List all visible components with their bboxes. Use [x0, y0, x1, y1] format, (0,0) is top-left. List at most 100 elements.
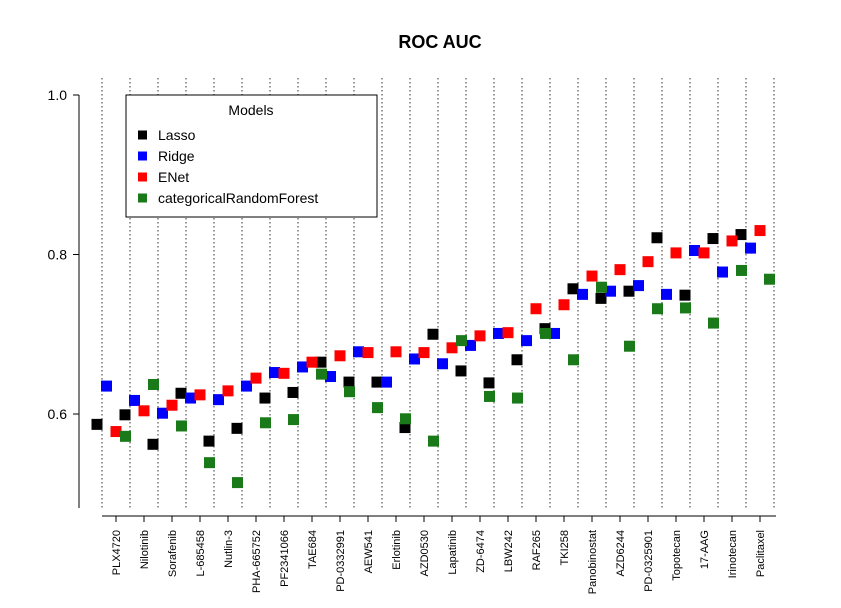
point-enet: [698, 247, 710, 259]
point-categoricalrandomforest: [680, 302, 691, 314]
x-tick-label: L-685458: [195, 530, 207, 577]
point-lasso: [119, 409, 131, 421]
point-enet: [418, 347, 430, 359]
point-lasso: [175, 387, 187, 399]
point-lasso: [259, 392, 271, 404]
point-enet: [222, 385, 234, 397]
point-ridge: [605, 285, 616, 297]
point-categoricalrandomforest: [428, 435, 439, 447]
point-ridge: [157, 407, 168, 419]
point-lasso: [511, 354, 523, 366]
point-categoricalrandomforest: [764, 273, 775, 285]
x-tick-label: TAE684: [307, 530, 319, 569]
point-categoricalrandomforest: [568, 354, 579, 366]
point-enet: [278, 367, 290, 379]
x-tick-label: ZD-6474: [475, 530, 487, 573]
point-ridge: [577, 288, 588, 300]
x-tick-label: Paclitaxel: [755, 530, 767, 577]
x-tick-label: AZD6244: [615, 530, 627, 576]
x-tick-label: AZD0530: [419, 530, 431, 576]
x-tick-label: Sorafenib: [167, 530, 179, 577]
point-categoricalrandomforest: [260, 417, 271, 429]
x-tick-label: AEW541: [363, 530, 375, 573]
point-ridge: [101, 380, 112, 392]
legend-label: Ridge: [158, 148, 195, 164]
y-tick-label: 0.6: [48, 406, 68, 422]
point-lasso: [735, 229, 747, 241]
legend-title: Models: [228, 102, 273, 118]
point-enet: [334, 350, 346, 362]
x-tick-label: Lapatinib: [447, 530, 459, 575]
x-tick-label: PHA-665752: [251, 530, 263, 593]
point-enet: [558, 299, 570, 311]
data-points: [91, 225, 775, 489]
point-categoricalrandomforest: [540, 327, 551, 339]
point-lasso: [91, 418, 103, 430]
x-tick-label: 17-AAG: [699, 530, 711, 569]
x-tick-label: PF2341066: [279, 530, 291, 587]
point-enet: [110, 426, 122, 438]
point-enet: [670, 247, 682, 259]
point-lasso: [371, 376, 383, 388]
point-ridge: [689, 245, 700, 257]
point-categoricalrandomforest: [372, 402, 383, 414]
point-categoricalrandomforest: [288, 414, 299, 426]
point-ridge: [717, 266, 728, 278]
legend-swatch: [138, 193, 147, 203]
x-tick-label: Erlotinib: [391, 530, 403, 570]
x-tick-label: Panobinostat: [587, 530, 599, 594]
point-lasso: [567, 283, 579, 295]
point-ridge: [241, 380, 252, 392]
point-lasso: [231, 422, 243, 434]
y-tick-label: 0.8: [48, 247, 68, 263]
point-enet: [362, 347, 374, 359]
x-tick-label: PD-0332991: [335, 530, 347, 592]
axes: 0.6 0.8 1.0: [48, 87, 776, 522]
point-categoricalrandomforest: [120, 430, 131, 442]
point-enet: [390, 346, 402, 358]
x-tick-label: RAF265: [531, 530, 543, 570]
point-ridge: [381, 376, 392, 388]
point-categoricalrandomforest: [512, 392, 523, 404]
point-ridge: [437, 358, 448, 370]
x-tick-label: Topotecan: [671, 530, 683, 581]
point-categoricalrandomforest: [232, 477, 243, 489]
legend: Models Lasso Ridge ENet categoricalRandomFo…: [125, 94, 378, 218]
point-enet: [250, 372, 262, 384]
x-tick-label: TKI258: [559, 530, 571, 565]
x-tick-label: Nutlin-3: [223, 530, 235, 568]
point-lasso: [455, 365, 467, 377]
point-enet: [166, 399, 178, 411]
point-lasso: [287, 386, 299, 398]
point-categoricalrandomforest: [708, 317, 719, 329]
point-categoricalrandomforest: [736, 264, 747, 276]
legend-swatch: [138, 172, 147, 182]
x-tick-label: Nilotinib: [139, 530, 151, 569]
point-lasso: [707, 233, 719, 245]
point-ridge: [661, 288, 672, 300]
point-ridge: [269, 367, 280, 379]
point-enet: [614, 264, 626, 276]
point-categoricalrandomforest: [316, 368, 327, 380]
point-ridge: [633, 280, 644, 292]
point-enet: [446, 342, 458, 354]
legend-box: [125, 94, 378, 218]
point-ridge: [745, 242, 756, 254]
y-tick-label: 1.0: [48, 87, 68, 103]
point-categoricalrandomforest: [148, 378, 159, 390]
point-categoricalrandomforest: [456, 335, 467, 347]
point-enet: [194, 389, 206, 401]
point-lasso: [147, 438, 159, 450]
x-tick-label: Irinotecan: [727, 530, 739, 578]
legend-label: Lasso: [158, 127, 196, 143]
point-ridge: [493, 327, 504, 339]
point-lasso: [651, 232, 663, 244]
point-ridge: [549, 327, 560, 339]
x-tick-labels: PLX4720 Nilotinib Sorafenib L-685458 Nutlin-…: [111, 530, 767, 594]
point-enet: [754, 225, 766, 237]
point-lasso: [315, 356, 327, 368]
point-ridge: [353, 346, 364, 358]
x-tick-label: LBW242: [503, 530, 515, 572]
point-ridge: [521, 335, 532, 347]
